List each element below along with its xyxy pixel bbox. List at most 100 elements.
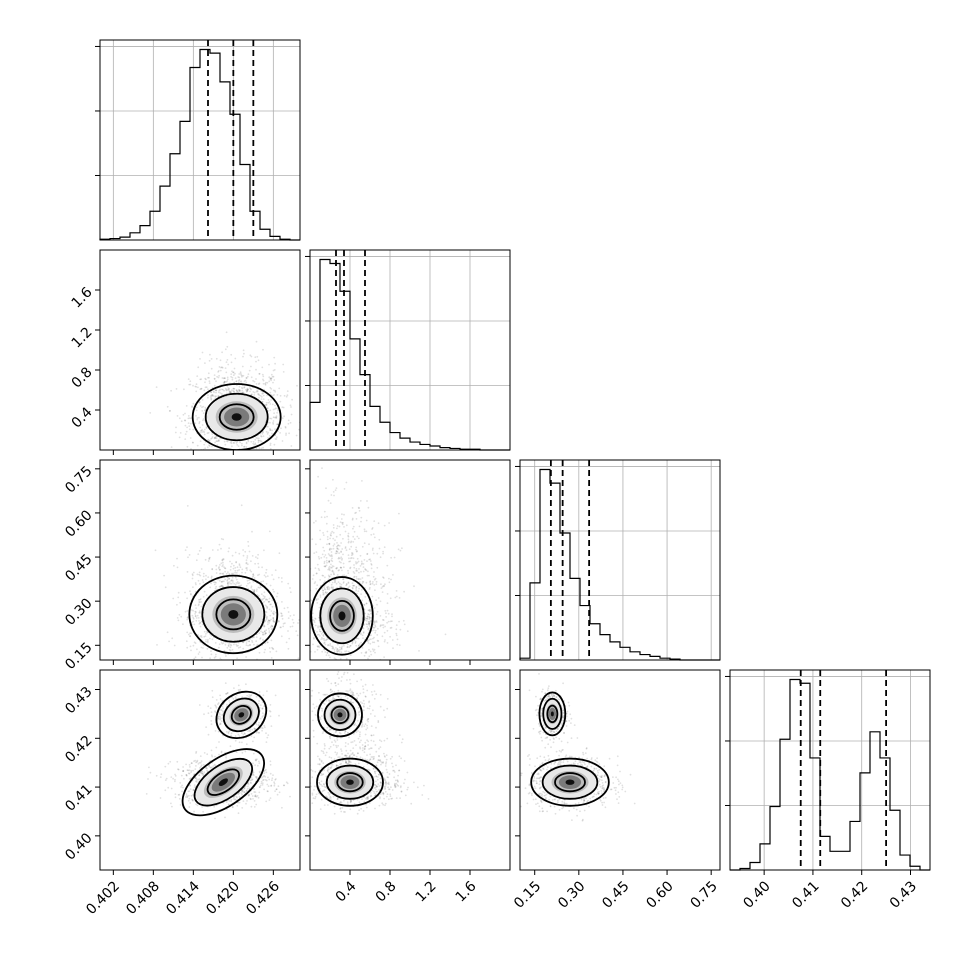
sample-point [359,632,362,635]
sample-point [382,577,385,579]
sample-point [347,538,350,541]
sample-point [340,551,342,553]
sample-point [194,613,197,615]
sample-point [325,487,327,490]
sample-point [340,566,342,569]
sample-point [347,582,350,584]
sample-point [269,378,272,380]
sample-point [311,618,314,621]
sample-point [370,653,373,656]
sample-point [263,600,266,603]
sample-point [202,418,205,420]
sample-point [155,386,158,388]
sample-point [372,547,374,550]
sample-point [327,585,330,588]
sample-point [293,614,295,616]
sample-point [382,585,385,587]
sample-point [274,391,277,393]
sample-point [200,636,203,639]
sample-point [197,366,200,369]
sample-point [369,581,371,583]
sample-point [200,760,203,762]
sample-point [233,391,236,393]
sample-point [250,393,253,396]
sample-point [345,584,347,587]
sample-point [275,438,278,440]
sample-point [232,567,235,570]
sample-point [257,441,260,444]
sample-point [373,648,376,651]
sample-point [345,657,348,660]
sample-point [213,377,216,380]
sample-point [271,625,274,628]
sample-point [356,661,358,663]
sample-point [339,648,342,651]
sample-point [330,554,333,556]
sample-point [214,581,216,584]
sample-point [242,733,245,736]
sample-point [272,648,275,650]
sample-point [264,632,267,634]
sample-point [189,635,192,638]
sample-point [226,582,229,585]
sample-point [264,632,267,635]
sample-point [272,408,275,411]
sample-point [328,561,330,564]
sample-point [330,532,332,534]
sample-point [318,557,321,560]
sample-point [220,562,223,565]
sample-point [204,447,207,450]
sample-point [395,628,398,631]
sample-point [199,574,202,577]
sample-point [221,452,223,454]
sample-point [235,442,238,444]
scatter-panel-2-1 [305,459,511,665]
sample-point [314,617,316,620]
sample-point [256,644,258,647]
sample-point [217,702,220,704]
sample-point [352,541,355,543]
sample-point [271,429,273,432]
sample-point [233,388,236,390]
sample-point [381,624,384,626]
sample-point [239,566,242,569]
sample-point [355,562,358,565]
sample-point [229,441,232,444]
sample-point [222,585,225,588]
sample-point [247,388,249,391]
sample-point [255,437,258,439]
sample-point [318,628,321,631]
sample-point [207,372,210,375]
density-shade [231,413,242,421]
sample-point [232,581,234,583]
sample-point [221,559,224,561]
sample-point [201,431,203,434]
sample-point [368,609,370,612]
sample-point [346,646,349,648]
sample-point [369,586,371,589]
sample-point [372,629,375,632]
sample-point [194,642,197,645]
sample-point [192,384,194,387]
sample-point [211,395,213,398]
sample-point [335,550,338,553]
sample-point [365,617,368,620]
sample-point [386,609,389,612]
sample-point [212,475,214,477]
sample-point [258,595,260,597]
sample-point [214,764,217,767]
sample-point [354,640,357,643]
sample-point [311,612,314,615]
sample-point [173,564,175,567]
sample-point [210,720,213,722]
sample-point [363,542,366,545]
sample-point [233,643,235,646]
sample-point [347,540,350,543]
sample-point [149,412,152,414]
sample-point [252,442,255,445]
sample-point [238,582,241,584]
sample-point [346,646,349,649]
sample-point [347,581,350,584]
sample-point [286,390,289,392]
sample-point [336,542,338,544]
